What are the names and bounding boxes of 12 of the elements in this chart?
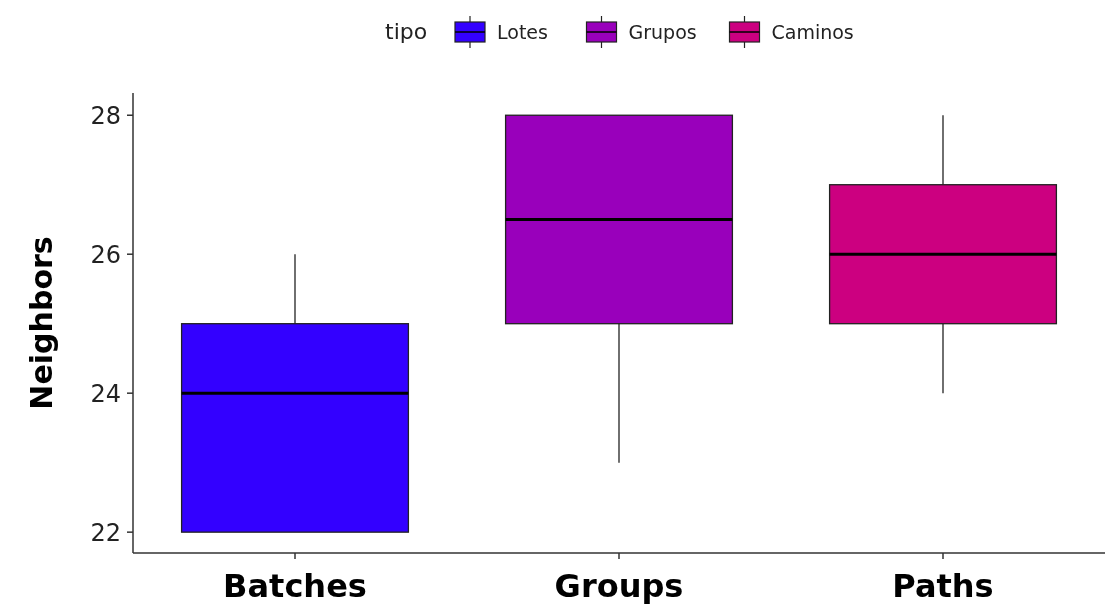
y-tick-label: 26 xyxy=(90,240,121,269)
y-tick-label: 24 xyxy=(90,379,121,408)
y-tick-label: 22 xyxy=(90,518,121,547)
legend-label: Caminos xyxy=(771,21,854,43)
legend-label: Lotes xyxy=(497,21,548,43)
legend-title: tipo xyxy=(385,19,428,44)
x-tick-label: Paths xyxy=(892,567,994,605)
legend-label: Grupos xyxy=(628,21,697,43)
x-tick-label: Groups xyxy=(554,567,684,605)
x-tick-label: Batches xyxy=(223,567,367,605)
y-axis-title: Neighbors xyxy=(24,236,59,410)
y-tick-label: 28 xyxy=(90,101,121,130)
